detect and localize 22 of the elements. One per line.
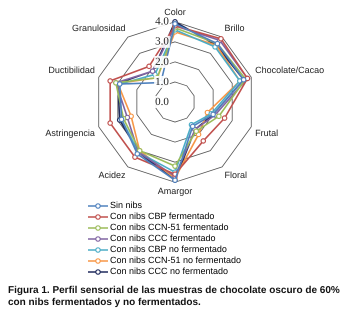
legend-label: Con nibs CCC no fermentado <box>110 266 228 277</box>
legend-label: Con nibs CCN-51 no fermentado <box>110 255 242 266</box>
spoke-label: Astringencia <box>45 128 95 138</box>
spoke-label: Floral <box>224 170 248 180</box>
legend-label: Con nibs CBP no fermentado <box>110 244 227 255</box>
spoke-label: Frutal <box>255 128 278 138</box>
y-tick-label: 3.0 <box>155 36 170 48</box>
spoke-label: Ductibilidad <box>48 65 95 76</box>
legend-label: Sin nibs <box>110 200 142 211</box>
y-tick-label: 0.0 <box>155 96 170 108</box>
y-tick-label: 4.0 <box>155 16 170 28</box>
legend-label: Con nibs CCC fermentado <box>110 233 216 244</box>
spoke-label: Acidez <box>98 170 126 180</box>
text: Figura 1. Perfil sensorial de las muestras de chocolate oscuro de 60% con nibs fermentados y no fermentados. <box>8 285 341 309</box>
y-tick-label: 2.0 <box>155 56 170 68</box>
spoke-label: Amargor <box>158 186 192 196</box>
legend-label: Con nibs CCN-51 fermentado <box>110 222 229 233</box>
legend-label: Con nibs CBP fermentado <box>110 211 214 222</box>
spoke-label: Chocolate/Cacao <box>255 65 324 76</box>
spoke-label: Granulosidad <box>72 22 126 33</box>
spoke-label: Color <box>164 6 186 17</box>
spoke-label: Brillo <box>224 22 245 33</box>
